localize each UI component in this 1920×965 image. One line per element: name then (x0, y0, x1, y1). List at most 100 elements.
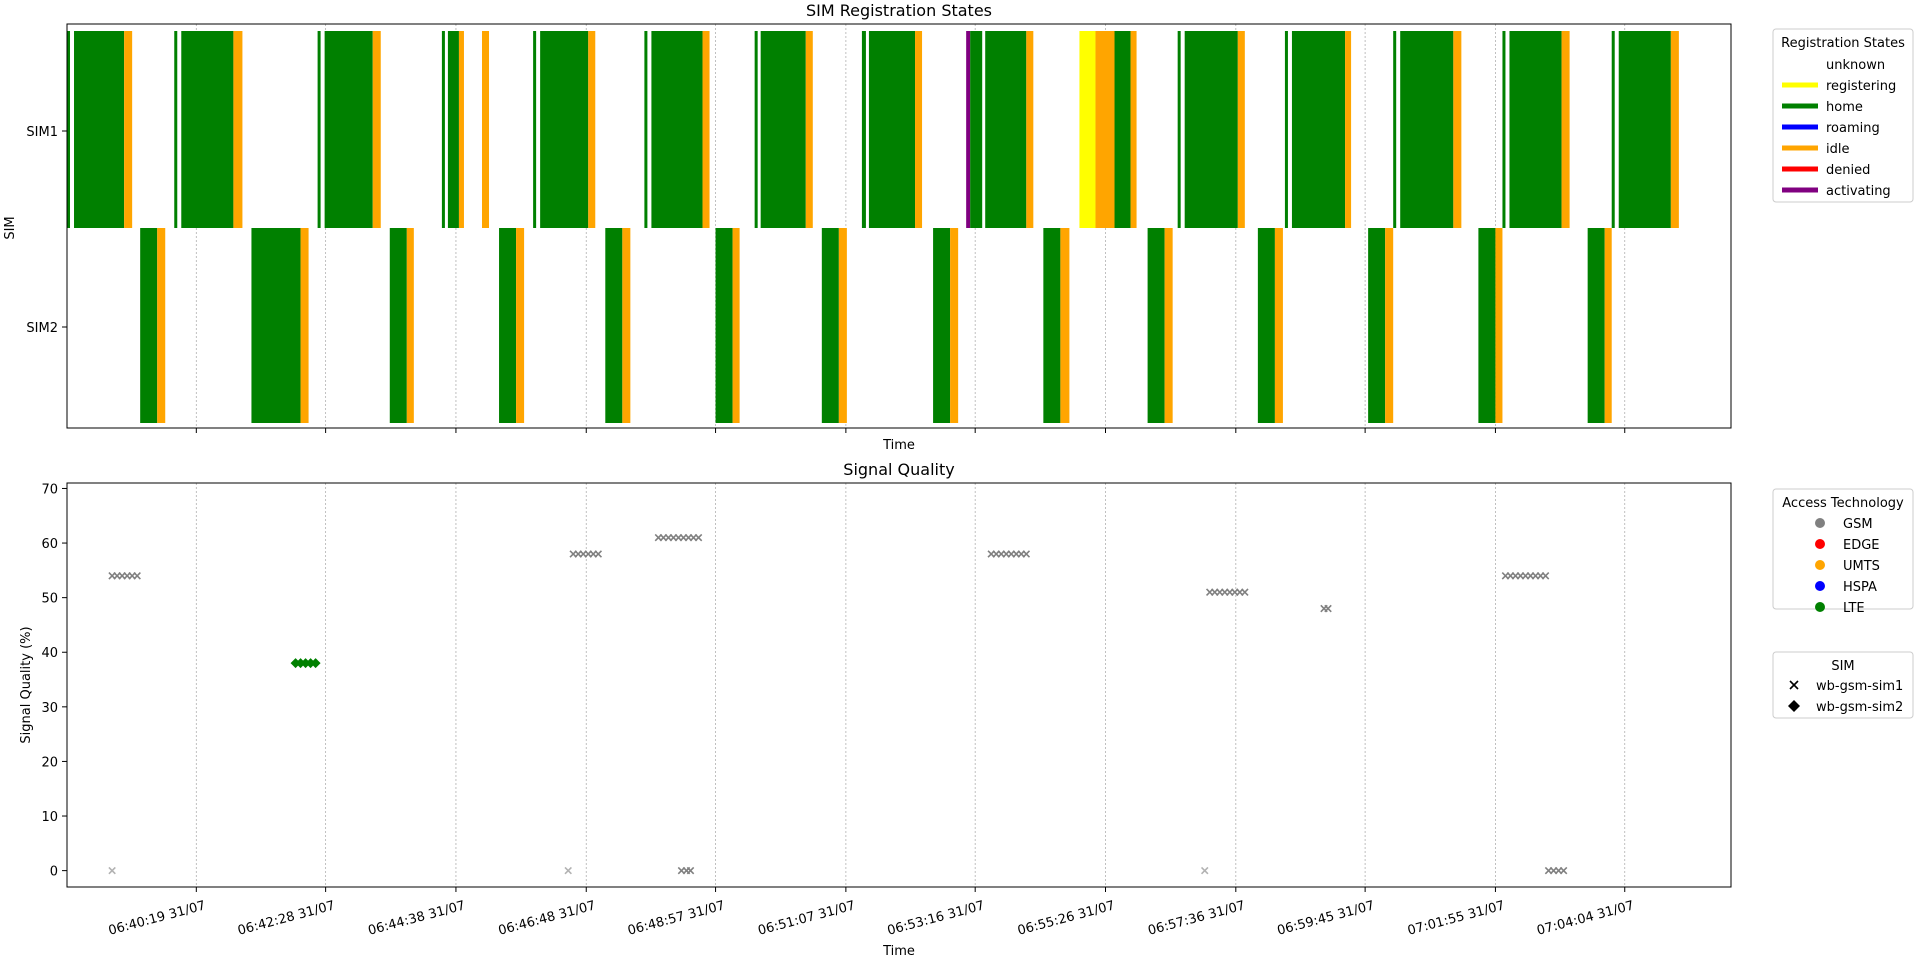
state-segment-sim2-home (605, 228, 623, 423)
signal-point-wb-gsm-sim1-stroke (1559, 866, 1568, 875)
state-segment-sim1-home (1502, 31, 1506, 228)
legend-marker-GSM (1815, 518, 1825, 528)
state-segment-sim1-home (317, 31, 321, 228)
legend-label-home: home (1826, 100, 1863, 115)
state-segment-sim2-idle (1060, 228, 1070, 423)
state-segment-sim2-home (389, 228, 407, 423)
signal-point-wb-gsm-sim1 (108, 866, 116, 875)
signal-y-tick-label: 50 (41, 592, 58, 607)
state-segment-sim2-idle (516, 228, 525, 423)
legend-label-EDGE: EDGE (1843, 538, 1880, 553)
signal-point-wb-gsm-sim1-stroke (1324, 604, 1332, 613)
state-segment-sim1-idle (915, 31, 923, 228)
state-segment-sim1-activating (966, 31, 971, 228)
sim-legend-box (1772, 651, 1914, 719)
signal-x-ticks: 06:40:19 31/07 06:42:28 31/07 06:44:38 31/… (107, 887, 1636, 939)
signal-point-wb-gsm-sim1-stroke (1022, 550, 1031, 558)
state-segment-sim2-idle (838, 228, 847, 423)
state-segment-sim2-home (821, 228, 839, 423)
state-segment-sim1-idle (805, 31, 813, 228)
signal-y-tick-label: 40 (41, 646, 58, 661)
signal-y-tick-label: 0 (50, 865, 58, 880)
state-segment-sim1-home (1177, 31, 1181, 228)
legend-label-denied: denied (1826, 163, 1870, 178)
signal-x-tick-label: 06:40:19 31/07 (107, 898, 207, 938)
state-segment-sim2-home (1587, 228, 1605, 423)
signal-point-wb-gsm-sim1-stroke (1241, 588, 1249, 596)
state-segment-sim1-idle (1670, 31, 1679, 228)
signal-x-tick-label: 06:57:36 31/07 (1146, 898, 1246, 938)
signal-x-tick-label: 06:55:26 31/07 (1016, 898, 1116, 938)
signal-point-wb-gsm-sim2 (300, 658, 311, 669)
state-segment-sim2-home (1257, 228, 1275, 423)
signal-point-wb-gsm-sim2 (290, 658, 301, 669)
signal-point-wb-gsm-sim1 (1324, 604, 1332, 613)
state-segment-sim2-idle (406, 228, 414, 423)
access-technology-legend-title: Access Technology (1782, 496, 1904, 511)
state-segment-sim1-idle (1095, 31, 1115, 228)
state-segment-sim1-home (324, 31, 373, 228)
state-segment-sim2-idle (300, 228, 309, 423)
legend-label-UMTS: UMTS (1843, 559, 1880, 574)
state-segment-sim2-home (499, 228, 517, 423)
legend-marker-LTE (1815, 602, 1825, 612)
state-segment-sim1-idle (1026, 31, 1034, 228)
state-segment-sim1-home (1509, 31, 1562, 228)
state-segment-sim1-home (1291, 31, 1346, 228)
legend-marker-wb-gsm-sim1-stroke (1789, 680, 1799, 690)
signal-title: Signal Quality (843, 460, 954, 479)
signal-point-wb-gsm-sim1 (1541, 572, 1550, 580)
state-segment-sim1-home (760, 31, 806, 228)
signal-y-tick-label: 10 (41, 810, 58, 825)
legend-marker-wb-gsm-sim1 (1789, 680, 1799, 690)
signal-x-tick-label: 07:01:55 31/07 (1406, 898, 1506, 938)
sim-legend: SIM wb-gsm-sim1 wb-gsm-sim2 (1772, 651, 1914, 719)
legend-marker-wb-gsm-sim2 (1788, 700, 1800, 712)
legend-label-registering: registering (1826, 79, 1896, 94)
state-segment-sim1-home (985, 31, 1027, 228)
state-segment-sim1-home (754, 31, 758, 228)
registration-legend-items: unknown registering home roaming idle denied a… (1782, 58, 1896, 199)
signal-point-wb-gsm-sim2 (310, 658, 321, 669)
state-segment-sim2-idle (622, 228, 631, 423)
legend-marker-UMTS (1815, 560, 1825, 570)
signal-point-wb-gsm-sim1-stroke (133, 572, 141, 580)
signal-x-tick-label: 06:48:57 31/07 (626, 898, 726, 938)
signal-plot-frame (66, 482, 1732, 888)
state-segment-sim2-idle (1604, 228, 1612, 423)
signal-point-wb-gsm-sim1 (1200, 866, 1209, 875)
state-segment-sim1-idle (481, 31, 490, 228)
state-segment-sim1-home (1611, 31, 1615, 228)
state-segment-sim2-idle (1495, 228, 1503, 423)
state-segment-sim2-home (251, 228, 301, 423)
signal-y-tick-label: 60 (41, 537, 58, 552)
legend-marker-EDGE (1815, 539, 1825, 549)
state-segment-sim2-home (140, 228, 158, 423)
state-segment-sim1-idle (702, 31, 710, 228)
state-segment-sim1-home (1184, 31, 1238, 228)
state-segment-sim2-home (715, 228, 733, 423)
state-segment-sim2-idle (1385, 228, 1394, 423)
signal-y-ticks: 0 10 20 30 40 50 60 70 (41, 482, 67, 880)
signal-point-wb-gsm-sim1-stroke (694, 533, 703, 542)
registration-y-categories: SIM1 SIM2 (26, 125, 67, 336)
sim-legend-title: SIM (1831, 659, 1854, 674)
legend-marker-HSPA (1815, 581, 1825, 591)
state-segment-sim2-idle (157, 228, 166, 423)
state-segment-sim1-idle (233, 31, 243, 228)
state-segment-sim2-home (1478, 228, 1496, 423)
signal-grid (195, 483, 1626, 887)
signal-x-tick-label: 06:51:07 31/07 (756, 898, 856, 938)
signal-point-wb-gsm-sim2 (305, 658, 316, 669)
signal-y-label: Signal Quality (%) (19, 626, 34, 743)
registration-y-category: SIM1 (26, 125, 58, 140)
legend-label-wb-gsm-sim1: wb-gsm-sim1 (1816, 679, 1903, 694)
signal-x-tick-label: 06:59:45 31/07 (1276, 898, 1376, 938)
signal-point-wb-gsm-sim1-stroke (686, 866, 695, 875)
signal-y-tick-label: 30 (41, 701, 58, 716)
state-segment-sim1-registering (1079, 31, 1096, 228)
state-segment-sim2-home (1368, 228, 1386, 423)
state-segment-sim1-home (1393, 31, 1397, 228)
state-segment-sim1-idle (1130, 31, 1137, 228)
state-segment-sim1-idle (1237, 31, 1245, 228)
